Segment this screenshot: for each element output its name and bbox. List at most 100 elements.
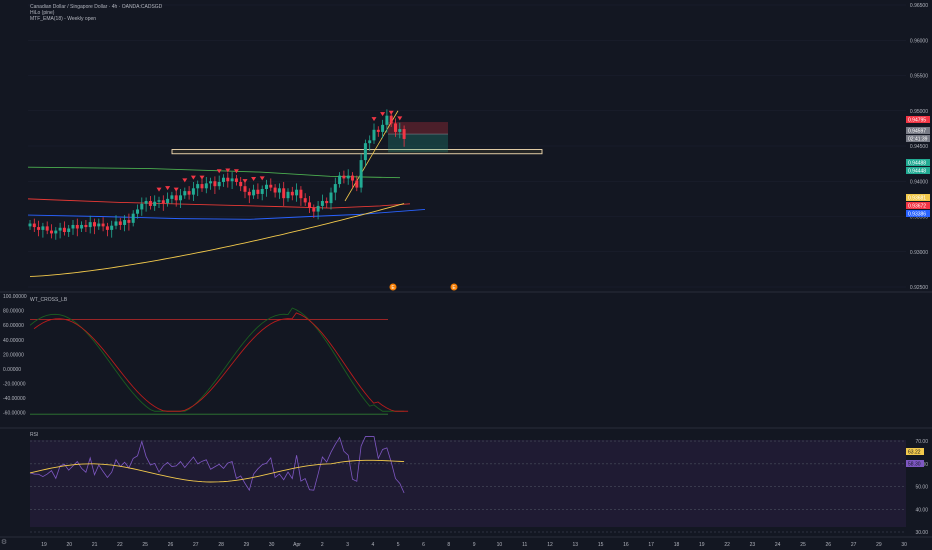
candle-body (398, 129, 402, 132)
oscillator-legend[interactable]: WT_CROSS_LB (30, 297, 67, 303)
candle-body (351, 175, 354, 181)
price-tick-label: 0.92500 (910, 285, 928, 291)
candle-body (170, 195, 174, 199)
price-tag: 0.94795 (906, 116, 930, 124)
time-tick-label: 9 (473, 542, 476, 548)
candle-body (67, 228, 71, 233)
candle-body (265, 184, 268, 190)
candle-body (153, 201, 157, 206)
time-tick-label: 25 (142, 542, 148, 548)
price-tag: 02:41:39 (906, 135, 930, 143)
earnings-event-icon: E (389, 283, 397, 291)
event-circle (389, 283, 397, 291)
candle-body (105, 226, 109, 230)
sell-signal-marker (216, 169, 222, 174)
time-tick-label: 4 (372, 542, 375, 548)
time-tick-label: 18 (674, 542, 680, 548)
price-tick-label: 0.96500 (910, 3, 928, 9)
time-tick-label: 15 (598, 542, 604, 548)
rsi-line (29, 436, 405, 494)
price-tag-label: 0.94795 (908, 118, 926, 124)
oscillator-tick-label: 60.00000 (3, 323, 24, 329)
price-tag-label: 02:41:39 (908, 137, 928, 143)
rsi-tick-label: 70.00 (915, 439, 928, 445)
oscillator-title[interactable]: WT_CROSS_LB (30, 297, 68, 303)
rsi-title[interactable]: RSI (30, 432, 39, 438)
candle-body (260, 189, 264, 194)
time-tick-label: 11 (522, 542, 527, 548)
price-tag: 0.93386 (906, 210, 930, 218)
price-tag-background (906, 167, 930, 174)
rsi-tick-label: 30.00 (915, 530, 928, 536)
sell-signal-marker (156, 187, 162, 192)
candle-body (37, 227, 41, 230)
time-tick-label: 26 (168, 542, 174, 548)
time-tick-label: 23 (750, 542, 756, 548)
candle-body (247, 191, 251, 196)
candle-body (299, 189, 303, 199)
price-tick-label: 0.95500 (910, 74, 928, 80)
candle-body (295, 189, 299, 196)
wt2-line (33, 312, 409, 412)
candle-body (363, 143, 367, 161)
candle-body (273, 187, 277, 193)
sell-signal-marker (233, 169, 239, 174)
candle-body (342, 175, 346, 179)
stop-loss-zone (388, 122, 448, 135)
candle-body (303, 198, 307, 203)
trend-line (344, 110, 399, 202)
time-tick-label: 25 (800, 542, 806, 548)
price-tag-label: 0.94448 (908, 169, 926, 175)
time-tick-label: 19 (699, 542, 705, 548)
sell-signal-marker (173, 187, 179, 192)
sell-signal-marker (388, 110, 394, 115)
chart-legend[interactable]: Canadian Dollar / Singapore Dollar · 4h … (30, 4, 162, 22)
time-tick-label: 24 (775, 542, 781, 548)
candle-body (222, 177, 225, 182)
rsi-tag-background (906, 460, 924, 467)
event-letter: E (452, 285, 456, 291)
indicator-ema-label[interactable]: MTF_EMA(18) - Weekly open (30, 16, 97, 22)
time-tick-label: 28 (218, 542, 224, 548)
time-tick-label: 26 (826, 542, 832, 548)
candle-body (282, 188, 286, 199)
oscillator-pane: 100.00000 80.00000 60.00000 40.00000 20.0000… (3, 294, 409, 417)
time-tick-label: 30 (901, 542, 907, 548)
symbol-title[interactable]: Canadian Dollar / Singapore Dollar · 4h … (30, 4, 163, 10)
candle-body (376, 129, 380, 132)
price-tag-label: 0.94488 (908, 161, 926, 167)
price-tick-label: 0.96000 (910, 38, 928, 44)
time-axis: 19 20 21 22 25 26 27 28 29 30 Apr 2 3 4 5 6 8 9 10 11 12 13 15… (0, 536, 932, 548)
time-tick-label: 16 (623, 542, 629, 548)
candle-body (174, 195, 178, 201)
price-tag-background (906, 116, 930, 123)
rsi-tick-label: 40.00 (915, 507, 928, 513)
candle-body (148, 200, 152, 206)
sell-signal-marker (251, 177, 257, 182)
rsi-tag: 63.22 (906, 448, 924, 456)
indicator-hilo-label[interactable]: HiLo (pine) (30, 10, 55, 16)
candle-body (372, 129, 376, 141)
candle-body (62, 227, 66, 233)
time-tick-label: 5 (397, 542, 400, 548)
candle-body (269, 184, 273, 188)
candle-body (213, 181, 217, 187)
candle-body (161, 200, 165, 204)
candle-body (93, 222, 96, 227)
time-tick-label: 10 (497, 542, 503, 548)
candle-body (381, 124, 385, 132)
price-tag: 0.94488 (906, 159, 930, 167)
price-tag-background (906, 202, 930, 209)
rsi-legend[interactable]: RSI (30, 432, 38, 438)
sell-signal-marker (397, 116, 403, 121)
settings-gear-icon[interactable]: ⚙ (0, 539, 8, 546)
oscillator-tick-label: 40.00000 (3, 338, 24, 344)
price-axis: 0.96500 0.96000 0.95500 0.95000 0.94500 0.940… (906, 3, 930, 291)
ema-blue-line (27, 209, 426, 220)
event-circle (450, 283, 458, 291)
price-tick-label: 0.95000 (910, 109, 928, 115)
rsi-ma-line (29, 459, 405, 483)
